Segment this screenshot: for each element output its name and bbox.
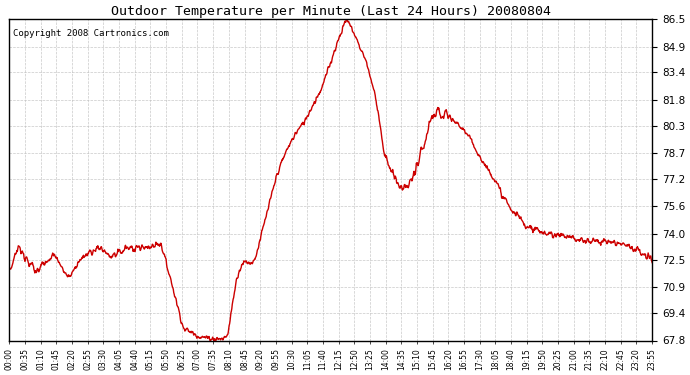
Title: Outdoor Temperature per Minute (Last 24 Hours) 20080804: Outdoor Temperature per Minute (Last 24 … bbox=[111, 5, 551, 18]
Text: Copyright 2008 Cartronics.com: Copyright 2008 Cartronics.com bbox=[12, 28, 168, 38]
